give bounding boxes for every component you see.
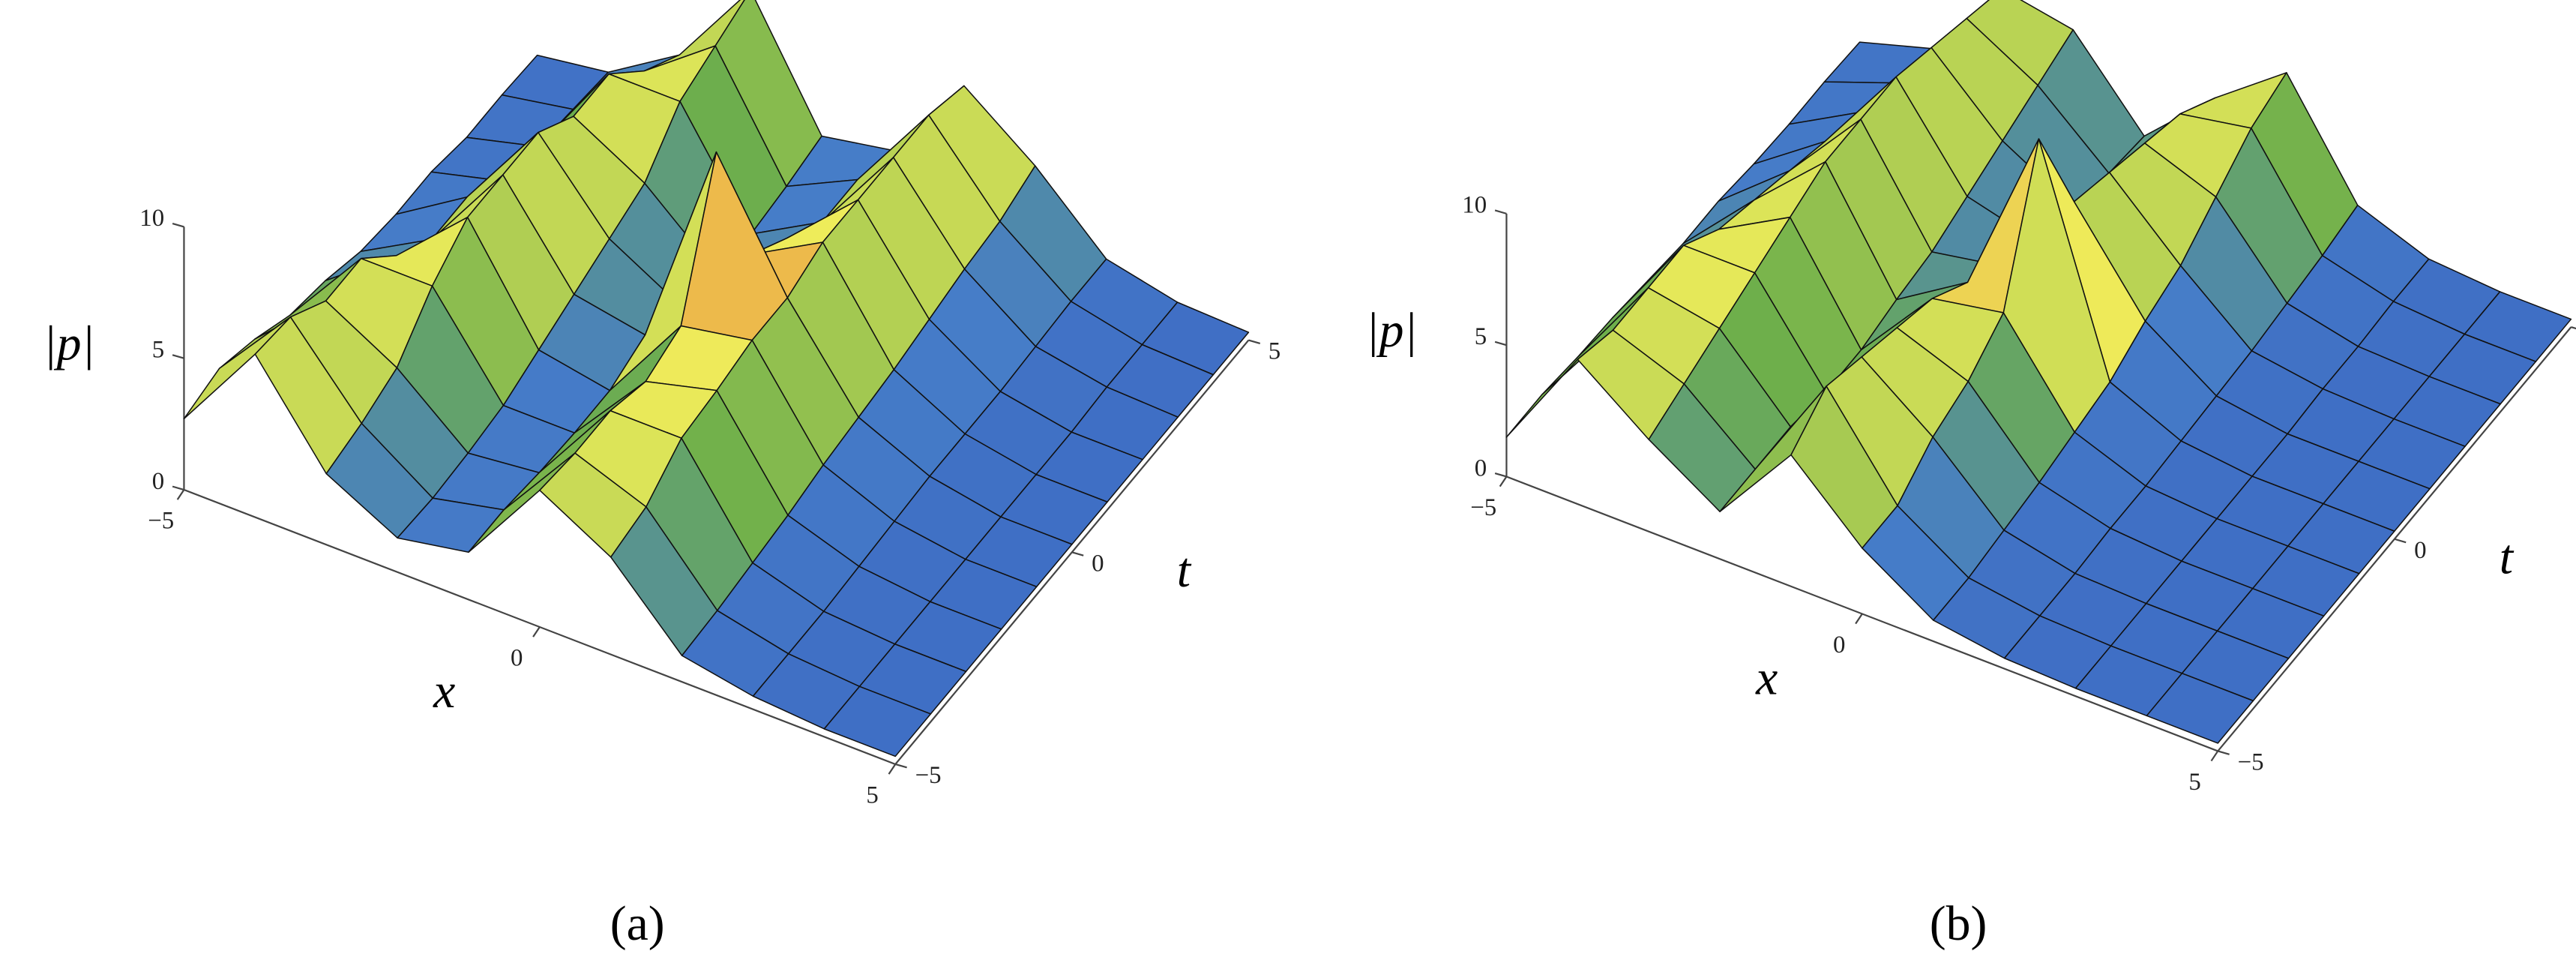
surface-patch xyxy=(2146,673,2254,744)
x-axis-label: x xyxy=(433,664,455,718)
z-tick-label: 10 xyxy=(139,205,164,232)
x-tick xyxy=(1499,476,1508,488)
y-axis-label: t xyxy=(2500,530,2515,585)
x-axis-label: x xyxy=(1755,651,1778,706)
y-tick-label: 0 xyxy=(2414,537,2426,564)
z-tick-label: 10 xyxy=(1462,192,1487,219)
y-tick xyxy=(894,763,907,769)
z-tick xyxy=(172,354,184,359)
y-tick-label: −5 xyxy=(2238,749,2264,776)
z-tick-label: 5 xyxy=(1475,323,1487,350)
y-tick xyxy=(2571,326,2576,330)
y-tick-label: 0 xyxy=(1092,550,1104,577)
x-tick xyxy=(532,626,541,638)
x-tick-label: −5 xyxy=(1470,494,1496,521)
panel-label: (a) xyxy=(610,896,665,951)
x-tick-label: 0 xyxy=(511,644,523,671)
z-tick xyxy=(172,222,184,228)
z-tick-label: 0 xyxy=(1475,454,1487,482)
y-tick-label: −5 xyxy=(915,762,942,789)
y-tick xyxy=(1248,339,1261,345)
z-tick-label: 5 xyxy=(152,336,164,363)
z-tick xyxy=(172,485,184,491)
surface-plot: −5 0 5 −5 0 5 0 5 10 x t |p| (a) xyxy=(43,0,1281,951)
x-tick-label: −5 xyxy=(148,507,174,534)
z-tick xyxy=(1494,472,1507,478)
z-tick xyxy=(1494,340,1507,346)
panel-label: (b) xyxy=(1930,896,1987,951)
surface-patch xyxy=(823,686,932,758)
z-tick xyxy=(1494,209,1507,214)
z-axis-label: |p| xyxy=(1366,303,1418,358)
z-tick-label: 0 xyxy=(152,468,164,495)
y-tick xyxy=(2217,750,2230,755)
x-tick xyxy=(2210,750,2219,762)
x-tick-label: 5 xyxy=(866,782,878,808)
x-tick-label: 0 xyxy=(1833,632,1845,658)
x-tick xyxy=(888,764,897,775)
y-axis-label: t xyxy=(1177,543,1192,598)
y-tick xyxy=(1071,551,1084,556)
x-tick xyxy=(176,489,185,500)
y-tick-label: 5 xyxy=(1269,338,1281,365)
z-axis-label: |p| xyxy=(43,316,95,371)
y-tick xyxy=(2394,538,2407,544)
x-tick-label: 5 xyxy=(2188,769,2200,796)
x-tick xyxy=(1855,613,1863,625)
